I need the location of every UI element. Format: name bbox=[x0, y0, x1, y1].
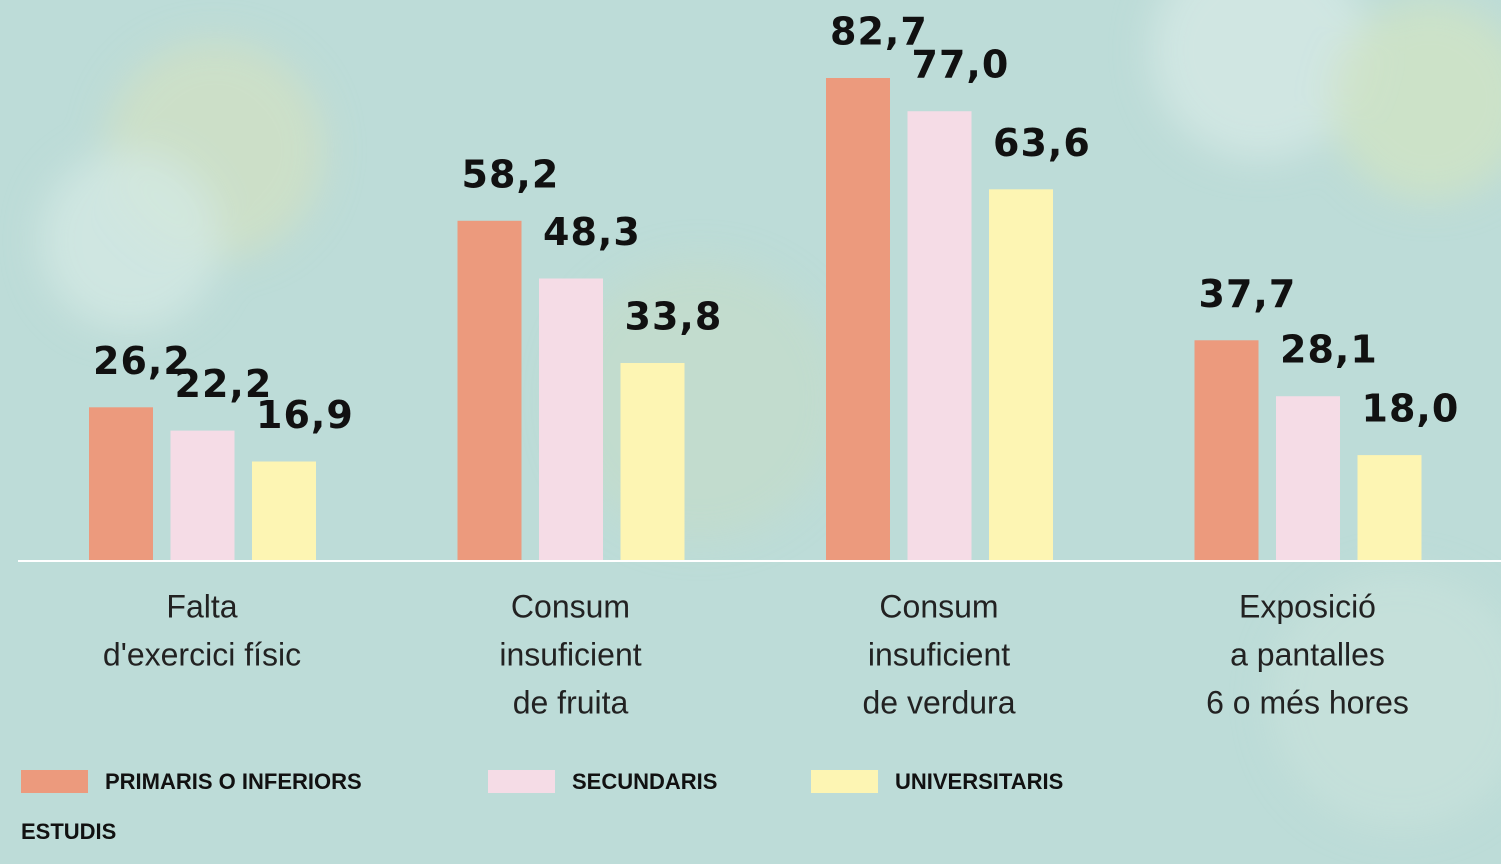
value-label: 26,2 bbox=[93, 339, 191, 383]
value-label: 37,7 bbox=[1199, 272, 1297, 316]
x-tick-label: d'exercici físic bbox=[103, 636, 301, 672]
x-tick-label: 6 o més hores bbox=[1206, 684, 1409, 720]
x-tick-label: Consum bbox=[511, 588, 630, 624]
x-tick-label: de fruita bbox=[513, 684, 629, 720]
bar bbox=[89, 407, 153, 560]
x-tick-label: de verdura bbox=[863, 684, 1016, 720]
x-tick-label: a pantalles bbox=[1230, 636, 1385, 672]
legend-label: PRIMARIS O INFERIORS bbox=[105, 769, 362, 794]
bar bbox=[252, 461, 316, 560]
legend-label: UNIVERSITARIS bbox=[895, 769, 1063, 794]
value-label: 48,3 bbox=[543, 210, 641, 254]
x-tick-label: Exposició bbox=[1239, 588, 1376, 624]
legend-swatch bbox=[21, 770, 88, 793]
x-tick-label: Consum bbox=[879, 588, 998, 624]
x-tick-label: Falta bbox=[166, 588, 237, 624]
x-tick-label: insuficient bbox=[868, 636, 1010, 672]
value-label: 28,1 bbox=[1280, 328, 1378, 372]
legend-title: ESTUDIS bbox=[21, 819, 116, 844]
bar bbox=[1276, 396, 1340, 560]
bar bbox=[539, 278, 603, 560]
bar bbox=[989, 189, 1053, 560]
legend-label: SECUNDARIS bbox=[572, 769, 717, 794]
legend-swatch bbox=[811, 770, 878, 793]
bar bbox=[1194, 340, 1259, 560]
bar bbox=[170, 430, 235, 560]
bar bbox=[907, 111, 972, 560]
legend-swatch bbox=[488, 770, 555, 793]
value-label: 18,0 bbox=[1362, 387, 1460, 431]
value-label: 16,9 bbox=[256, 393, 354, 437]
value-label: 58,2 bbox=[462, 152, 560, 196]
bar bbox=[826, 78, 890, 560]
bar bbox=[1357, 455, 1422, 560]
value-label: 82,7 bbox=[830, 10, 928, 54]
x-tick-label: insuficient bbox=[499, 636, 641, 672]
value-label: 63,6 bbox=[993, 121, 1091, 165]
value-label: 22,2 bbox=[175, 362, 273, 406]
value-label: 77,0 bbox=[912, 43, 1010, 87]
bar bbox=[620, 363, 685, 560]
value-label: 33,8 bbox=[625, 295, 723, 339]
bar bbox=[457, 220, 522, 561]
decoration bbox=[40, 0, 1501, 830]
